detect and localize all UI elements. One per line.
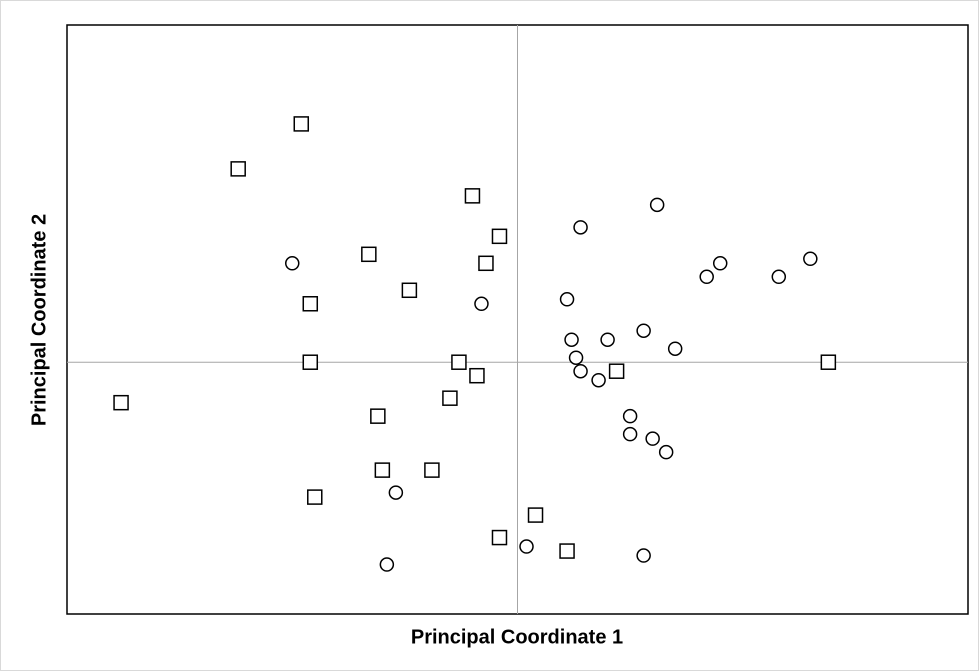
circle-point (591, 372, 606, 388)
circle-point (622, 408, 638, 424)
x-axis-title: Principal Coordinate 1 (411, 626, 623, 648)
square-point (469, 367, 485, 384)
square-point (302, 354, 319, 370)
circle-point (474, 296, 489, 312)
square-point (401, 282, 418, 299)
circle-point (636, 548, 651, 563)
circle-point (600, 332, 615, 347)
square-point (527, 507, 544, 523)
square-point (820, 354, 837, 370)
circle-point (564, 332, 579, 347)
circle-point (712, 256, 728, 271)
circle-point (622, 426, 638, 442)
square-point (424, 462, 440, 478)
square-point (451, 354, 467, 370)
circle-point (771, 269, 787, 285)
square-point (307, 489, 323, 505)
circle-point (649, 197, 665, 213)
square-point (491, 228, 508, 245)
square-point (608, 363, 625, 379)
circle-point (803, 251, 818, 267)
circle-point (379, 557, 395, 572)
square-point (442, 390, 458, 406)
circle-point (573, 220, 588, 235)
circle-point (573, 363, 588, 379)
circle-point (519, 539, 534, 554)
square-point (361, 246, 377, 263)
square-point (478, 255, 494, 272)
square-point (374, 462, 391, 478)
y-axis-title: Principal Coordinate 2 (28, 214, 50, 426)
circle-point (699, 269, 714, 285)
circle-point (645, 431, 660, 446)
square-point (302, 296, 319, 312)
square-point (230, 161, 246, 177)
square-point (370, 408, 386, 424)
circle-point (636, 323, 651, 338)
circle-point (388, 485, 404, 500)
circle-point (559, 292, 575, 307)
circle-point (568, 350, 584, 365)
square-point (464, 188, 481, 204)
square-point (491, 529, 508, 546)
square-point (559, 543, 575, 559)
circle-point (658, 444, 674, 460)
circle-point (667, 341, 683, 356)
square-point (113, 394, 129, 411)
circle-point (285, 256, 300, 271)
square-point (293, 116, 310, 132)
